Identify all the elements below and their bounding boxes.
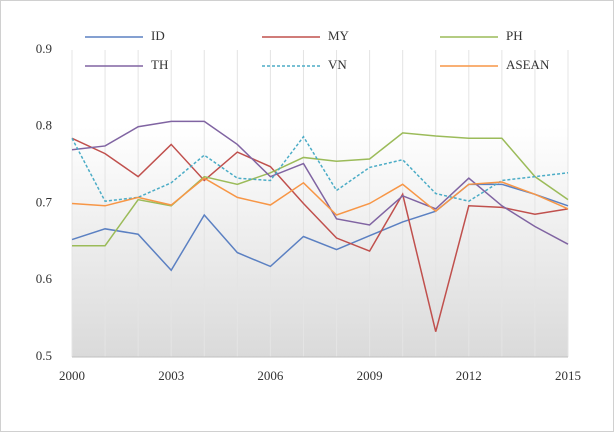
series-line: [71, 137, 569, 332]
x-tick-label: 2015: [555, 368, 581, 383]
x-tick-label: 2006: [257, 368, 284, 383]
legend-label: ID: [151, 28, 165, 43]
series-line: [71, 177, 569, 216]
x-tick-label: 2000: [59, 368, 85, 383]
y-tick-label: 0.6: [36, 271, 53, 286]
legend-label: VN: [328, 57, 347, 72]
legend-label: ASEAN: [506, 57, 550, 72]
plot-background: [72, 126, 568, 357]
series-line: [71, 183, 569, 272]
y-tick-label: 0.9: [36, 41, 52, 56]
series-line: [71, 135, 569, 203]
x-tick-label: 2009: [357, 368, 383, 383]
y-tick-label: 0.8: [36, 118, 52, 133]
legend-label: MY: [328, 28, 350, 43]
y-tick-label: 0.7: [36, 194, 53, 209]
series-line: [72, 132, 569, 247]
series-line: [71, 120, 569, 245]
legend-label: PH: [506, 28, 523, 43]
x-tick-label: 2003: [158, 368, 184, 383]
legend-label: TH: [151, 57, 168, 72]
x-tick-label: 2012: [456, 368, 482, 383]
y-tick-label: 0.5: [36, 348, 52, 363]
